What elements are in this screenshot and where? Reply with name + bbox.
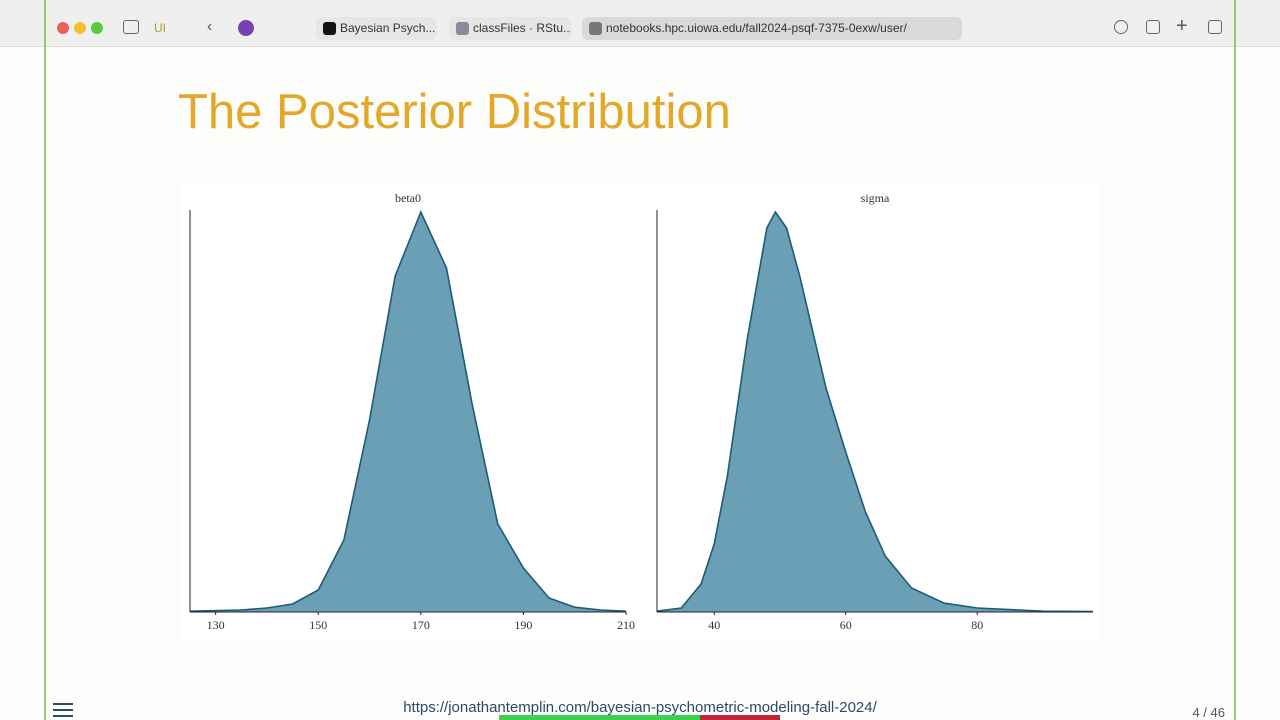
tab-overview-button[interactable]: [1208, 20, 1222, 34]
progress-bar: [499, 715, 700, 720]
zoom-button[interactable]: [91, 22, 103, 34]
browser-toolbar: UI ‹ Bayesian Psych... classFiles · RStu…: [0, 0, 1280, 47]
x-tick-label: 80: [971, 618, 983, 632]
window-border: [44, 0, 46, 720]
tab-title: notebooks.hpc.uiowa.edu/fall2024-psqf-73…: [606, 21, 907, 35]
page-number: 4 / 46: [1192, 705, 1225, 720]
back-button[interactable]: ‹: [207, 18, 213, 35]
density-area: [657, 212, 1093, 612]
profile[interactable]: UI: [154, 21, 166, 35]
new-tab-button[interactable]: +: [1176, 15, 1188, 37]
share-button[interactable]: [1146, 20, 1160, 34]
minimize-button[interactable]: [74, 22, 86, 34]
footer-link[interactable]: https://jonathantemplin.com/bayesian-psy…: [403, 699, 877, 716]
tab-title: classFiles · RStu...: [473, 21, 571, 35]
x-tick-label: 150: [309, 618, 327, 632]
tab[interactable]: notebooks.hpc.uiowa.edu/fall2024-psqf-73…: [582, 17, 962, 40]
x-tick-label: 210: [617, 618, 635, 632]
x-tick-label: 60: [840, 618, 852, 632]
window-border: [1234, 0, 1236, 720]
tab-title: Bayesian Psych...: [340, 21, 436, 35]
sidebar-button[interactable]: [123, 20, 139, 34]
menu-button[interactable]: [53, 703, 73, 717]
x-tick-label: 40: [708, 618, 720, 632]
extension-icon[interactable]: [238, 20, 254, 36]
close-button[interactable]: [57, 22, 69, 34]
progress-bar: [700, 715, 780, 720]
downloads-button[interactable]: [1114, 20, 1128, 34]
tab[interactable]: classFiles · RStu...: [449, 17, 571, 40]
chart-title: beta0: [395, 191, 421, 205]
x-tick-label: 170: [412, 618, 430, 632]
chart-title: sigma: [861, 191, 890, 205]
slide-title: The Posterior Distribution: [178, 85, 731, 139]
density-line: [656, 210, 1094, 613]
panel-background: [180, 180, 1100, 640]
x-tick-label: 130: [207, 618, 225, 632]
chart-panel: 130 150 170 190 210 beta0 40 60 80 sigma: [180, 180, 1100, 640]
density-area: [190, 212, 626, 612]
x-tick-label: 190: [514, 618, 532, 632]
density-line: [189, 209, 627, 612]
tab[interactable]: Bayesian Psych...: [316, 17, 437, 40]
